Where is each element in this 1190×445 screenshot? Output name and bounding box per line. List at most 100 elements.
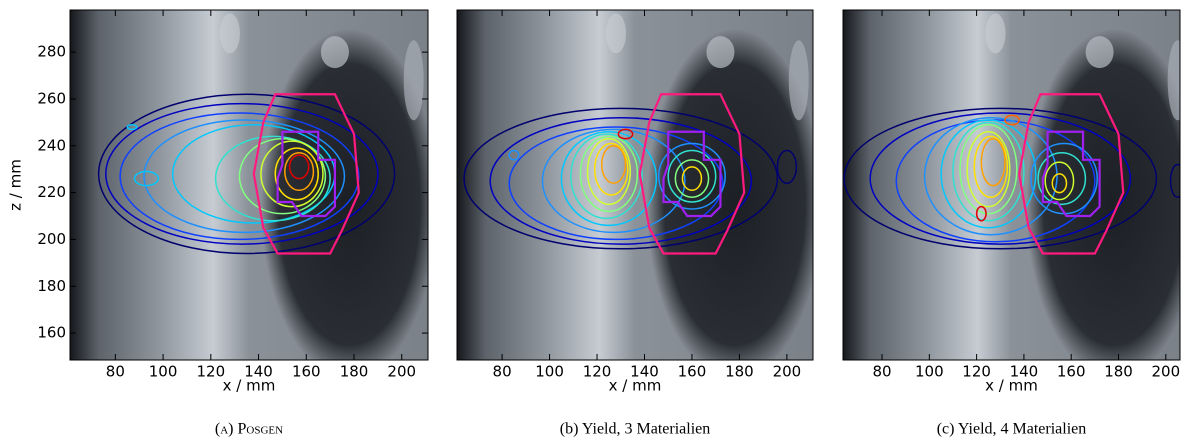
x-tick-label: 120 <box>962 363 991 381</box>
dose-contour <box>959 123 1018 215</box>
dose-contour <box>667 149 717 203</box>
bone <box>985 13 1006 54</box>
y-tick-label: 220 <box>37 183 66 201</box>
x-tick-label: 100 <box>149 363 178 381</box>
y-tick-label: 240 <box>37 136 66 154</box>
dose-contour <box>560 130 658 227</box>
x-tick-label: 80 <box>493 363 512 381</box>
dose-contour <box>288 154 310 180</box>
axes-frame <box>842 9 1181 361</box>
dose-contour <box>570 133 643 220</box>
dose-contour <box>133 170 160 187</box>
dose-contour <box>579 135 639 213</box>
target-outline <box>638 93 746 255</box>
bone <box>219 13 240 54</box>
target-outline <box>1018 93 1125 255</box>
plot-area <box>843 10 1180 360</box>
dose-contour <box>593 142 629 196</box>
bone <box>606 13 627 54</box>
dose-contour <box>284 152 315 192</box>
x-tick-label: 120 <box>196 363 225 381</box>
y-tick-label: 260 <box>37 89 66 107</box>
dose-contour <box>843 107 1158 250</box>
dose-contour <box>119 112 360 241</box>
dose-contour <box>489 116 753 245</box>
dose-contour <box>260 140 324 208</box>
axes-frame <box>456 9 814 361</box>
x-tick-label: 160 <box>678 363 707 381</box>
dose-contour <box>586 138 632 206</box>
dose-contour <box>973 135 1009 199</box>
y-tick-label: 180 <box>37 277 66 295</box>
y-tick-label: 280 <box>37 43 66 61</box>
dose-contour <box>274 147 319 201</box>
dose-contour <box>923 116 1058 236</box>
dose-contour <box>952 121 1025 222</box>
dose-contour <box>681 166 703 192</box>
target-outline <box>252 93 360 255</box>
x-tick-label: 120 <box>583 363 612 381</box>
bone <box>706 36 735 69</box>
dose-contour <box>508 126 724 241</box>
dose-contour <box>674 159 710 199</box>
dose-contour <box>1169 163 1180 199</box>
dose-contour <box>1037 152 1087 206</box>
x-tick-label: 100 <box>535 363 564 381</box>
x-tick-label: 100 <box>915 363 944 381</box>
dose-contour <box>463 107 779 250</box>
lung <box>1026 28 1180 360</box>
plot-area <box>70 10 428 360</box>
dose-contour <box>508 149 520 161</box>
bone <box>403 40 424 121</box>
bone <box>788 40 809 121</box>
dose-contour <box>97 93 396 255</box>
y-axis-label: z / mm <box>7 159 25 211</box>
x-tick-label: 80 <box>106 363 125 381</box>
dose-contour <box>617 128 634 140</box>
x-tick-label: 200 <box>773 363 802 381</box>
x-tick-label: 80 <box>872 363 891 381</box>
caption: (c) Yield, 4 Materialien <box>937 421 1087 438</box>
bone <box>1085 36 1114 69</box>
x-tick-label: 200 <box>1151 363 1180 381</box>
axes-frame <box>69 9 429 361</box>
dose-contour <box>975 205 987 222</box>
dose-contour <box>869 112 1132 245</box>
x-tick-label: 160 <box>292 363 321 381</box>
plot-area <box>457 10 813 360</box>
dose-contour <box>980 138 1006 187</box>
dose-contour <box>776 149 798 184</box>
inner-target-outline <box>662 130 722 218</box>
dose-contour <box>1044 161 1075 201</box>
dose-contour <box>601 145 627 184</box>
x-tick-label: 180 <box>340 363 369 381</box>
x-tick-label: 140 <box>1010 363 1039 381</box>
lung <box>646 28 813 360</box>
x-tick-label: 140 <box>630 363 659 381</box>
dose-contour <box>1051 173 1068 194</box>
x-tick-label: 160 <box>1057 363 1086 381</box>
x-tick-label: 180 <box>725 363 754 381</box>
caption: (a) Posgen <box>215 421 283 438</box>
x-axis-label: x / mm <box>609 377 662 395</box>
dose-contour <box>940 119 1037 229</box>
bone <box>1167 40 1180 121</box>
dose-contour <box>214 135 331 222</box>
x-tick-label: 180 <box>1104 363 1133 381</box>
caption: (b) Yield, 3 Materialien <box>560 421 710 438</box>
y-tick-label: 200 <box>37 230 66 248</box>
dose-contour <box>657 142 726 210</box>
x-axis-label: x / mm <box>985 377 1038 395</box>
x-axis-label: x / mm <box>223 377 276 395</box>
dose-contour <box>105 102 379 245</box>
inner-target-outline <box>276 130 337 218</box>
x-tick-label: 200 <box>387 363 416 381</box>
bone <box>320 36 349 69</box>
x-tick-label: 140 <box>244 363 273 381</box>
y-tick-label: 160 <box>37 324 66 342</box>
dose-contour <box>126 123 138 131</box>
dose-contour <box>541 128 686 234</box>
dose-contour <box>1004 114 1020 126</box>
dose-contour <box>966 130 1011 208</box>
